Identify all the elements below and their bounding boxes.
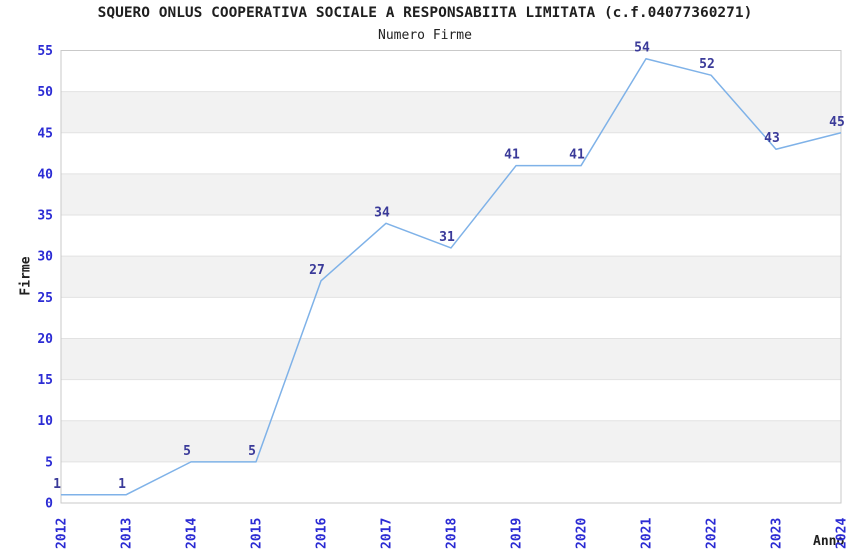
- y-tick-label: 25: [37, 291, 53, 306]
- x-tick-label: 2013: [120, 518, 135, 549]
- series-line: [61, 57, 842, 496]
- x-tick-label: 2017: [380, 518, 395, 549]
- y-tick-label: 35: [37, 209, 53, 224]
- chart-title: SQUERO ONLUS COOPERATIVA SOCIALE A RESPO…: [97, 5, 753, 21]
- y-tick-label: 55: [37, 44, 53, 59]
- y-tick-label: 45: [37, 126, 53, 141]
- point-label: 54: [634, 41, 650, 56]
- point-label: 1: [118, 477, 126, 492]
- x-axis-title: Anno: [813, 534, 845, 549]
- point-label: 5: [183, 444, 191, 459]
- x-tick-label: 2019: [510, 518, 525, 549]
- plot-band: [61, 420, 841, 462]
- point-label: 31: [439, 230, 455, 245]
- plot-border: [60, 50, 842, 504]
- x-tick-label: 2012: [55, 518, 70, 549]
- x-tick-label: 2023: [770, 518, 785, 549]
- x-tick-label: 2016: [315, 518, 330, 549]
- x-tick-label: 2014: [185, 518, 200, 549]
- plot-band: [61, 173, 841, 216]
- point-label: 41: [569, 148, 585, 163]
- chart-subtitle: Numero Firme: [378, 28, 472, 43]
- point-label: 27: [309, 263, 325, 278]
- point-label: 45: [829, 115, 845, 130]
- point-label: 41: [504, 148, 520, 163]
- x-tick-label: 2020: [575, 518, 590, 549]
- point-label: 34: [374, 205, 390, 220]
- plot-band: [61, 338, 841, 380]
- y-tick-label: 10: [37, 414, 53, 429]
- plot-band: [61, 256, 841, 298]
- y-tick-label: 20: [37, 332, 53, 347]
- y-tick-label: 40: [37, 167, 53, 182]
- point-label: 1: [53, 477, 61, 492]
- x-tick-label: 2022: [705, 518, 720, 549]
- y-tick-label: 5: [45, 455, 53, 470]
- y-tick-label: 15: [37, 373, 53, 388]
- plot-band: [61, 91, 841, 133]
- x-tick-label: 2018: [445, 518, 460, 549]
- x-tick-label: 2024: [835, 518, 850, 549]
- point-label: 5: [248, 444, 256, 459]
- x-tick-label: 2015: [250, 518, 265, 549]
- x-tick-label: 2021: [640, 518, 655, 549]
- point-label: 52: [699, 57, 715, 72]
- point-label: 43: [764, 131, 780, 146]
- y-tick-label: 50: [37, 85, 53, 100]
- y-tick-label: 0: [45, 497, 53, 512]
- y-tick-label: 30: [37, 250, 53, 265]
